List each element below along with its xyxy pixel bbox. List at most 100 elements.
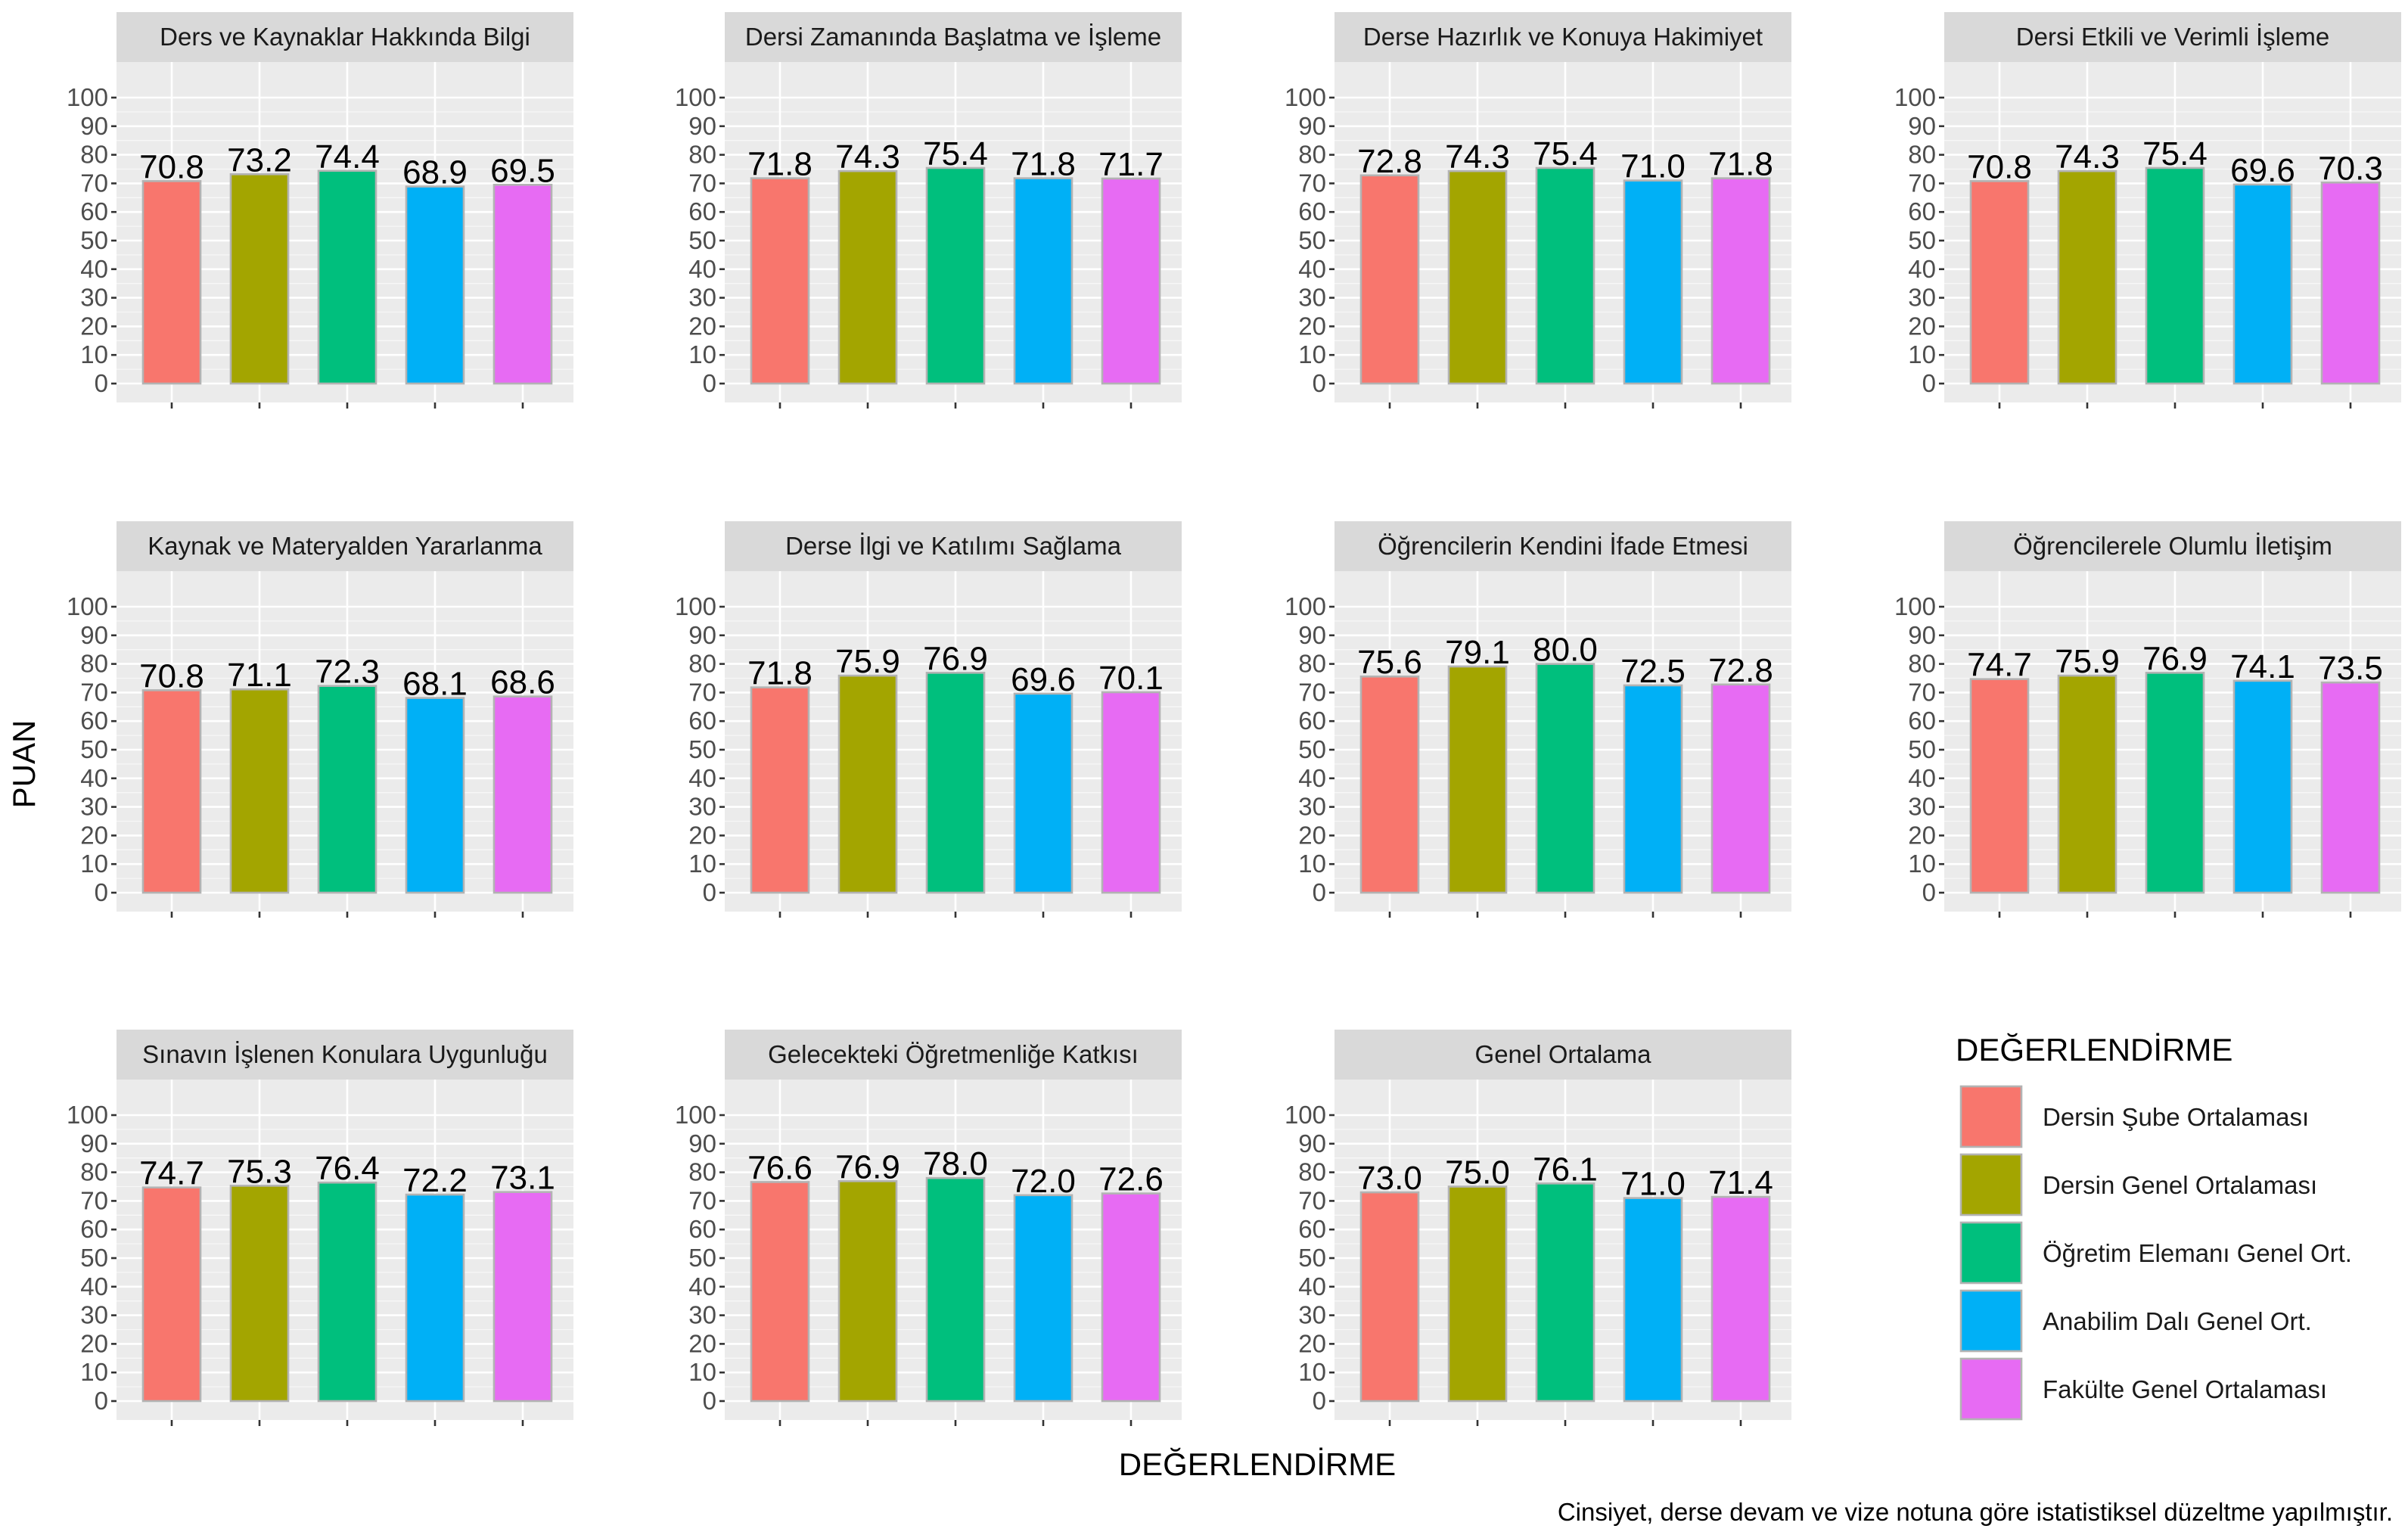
y-tick-label: 20: [688, 312, 716, 340]
data-label: 74.1: [2230, 648, 2295, 685]
bar: [1623, 684, 1683, 894]
y-tick-label: 30: [1298, 793, 1326, 821]
y-tick-label: 90: [1298, 112, 1326, 140]
facet-panel: Ders ve Kaynaklar Hakkında Bilgi 01020304…: [67, 12, 573, 409]
legend-label: Dersin Şube Ortalaması: [2043, 1103, 2309, 1131]
y-tick-label: 20: [1298, 821, 1326, 849]
y-tick-label: 30: [80, 1301, 108, 1329]
legend-label: Fakülte Genel Ortalaması: [2043, 1375, 2327, 1403]
bar: [405, 1193, 465, 1403]
y-tick-label: 40: [1298, 255, 1326, 283]
data-label: 68.1: [402, 666, 468, 703]
y-tick-label: 100: [675, 83, 716, 111]
legend-key: [1959, 1221, 2023, 1285]
data-label: 71.1: [227, 657, 292, 694]
y-tick-label: 80: [688, 141, 716, 169]
y-tick-label: 80: [1298, 141, 1326, 169]
y-tick-label: 70: [1298, 1186, 1326, 1214]
facet-strip: [1944, 521, 2401, 571]
bar: [492, 183, 553, 385]
bar: [837, 1180, 898, 1403]
facet-title: Öğrencilerin Kendini İfade Etmesi: [1378, 532, 1748, 560]
y-tick-label: 20: [1298, 312, 1326, 340]
y-tick-label: 30: [1908, 793, 1936, 821]
y-tick-label: 90: [1908, 112, 1936, 140]
facet-title: Genel Ortalama: [1475, 1040, 1652, 1068]
y-tick-label: 40: [1908, 255, 1936, 283]
facet-strip: [1334, 1030, 1791, 1080]
y-tick-label: 10: [688, 850, 716, 878]
data-label: 75.0: [1445, 1154, 1510, 1192]
y-tick-label: 80: [688, 650, 716, 678]
facet-title: Dersi Etkili ve Verimli İşleme: [2016, 23, 2329, 51]
y-tick-label: 30: [688, 284, 716, 312]
bar: [492, 1191, 553, 1403]
bar: [925, 672, 986, 894]
bar: [1969, 180, 2030, 385]
bar: [2145, 672, 2205, 894]
y-tick-label: 40: [80, 255, 108, 283]
facet-panel: Derse İlgi ve Katılımı Sağlama 0102030405…: [675, 521, 1182, 918]
data-label: 75.3: [227, 1153, 292, 1190]
legend-key: [1959, 1085, 2023, 1148]
facet-strip: [725, 12, 1182, 62]
data-label: 73.5: [2318, 650, 2383, 687]
y-tick-label: 20: [1908, 821, 1936, 849]
data-label: 70.8: [139, 657, 204, 694]
y-tick-label: 100: [67, 83, 108, 111]
data-label: 72.3: [315, 654, 380, 691]
bar: [1447, 665, 1508, 894]
y-tick-label: 10: [688, 340, 716, 368]
data-label: 76.4: [315, 1150, 380, 1187]
facet-strip: [1334, 12, 1791, 62]
data-label: 71.7: [1098, 146, 1164, 183]
bar: [1623, 179, 1683, 385]
bar: [1013, 177, 1074, 385]
data-label: 70.1: [1098, 660, 1164, 697]
y-tick-label: 10: [80, 850, 108, 878]
facet-strip: [725, 521, 1182, 571]
bar: [2232, 679, 2293, 894]
bar: [1101, 691, 1161, 894]
data-label: 80.0: [1533, 632, 1598, 669]
facet-strip: [725, 1030, 1182, 1080]
y-tick-label: 0: [1922, 878, 1936, 906]
bar: [1013, 692, 1074, 894]
y-tick-label: 0: [703, 369, 716, 397]
y-tick-label: 50: [688, 735, 716, 763]
bar: [1013, 1194, 1074, 1403]
y-tick-label: 0: [1313, 369, 1326, 397]
y-tick-label: 30: [1908, 284, 1936, 312]
y-tick-label: 40: [1298, 1272, 1326, 1300]
data-label: 72.6: [1098, 1161, 1164, 1198]
y-tick-label: 90: [688, 621, 716, 649]
bar: [1623, 1197, 1683, 1403]
y-tick-label: 70: [1298, 678, 1326, 706]
data-label: 75.4: [2142, 135, 2208, 172]
data-label: 73.0: [1357, 1160, 1422, 1197]
y-tick-label: 80: [80, 1158, 108, 1186]
y-tick-label: 80: [688, 1158, 716, 1186]
y-tick-label: 60: [1298, 1215, 1326, 1243]
bar: [1359, 675, 1420, 894]
facet-panel: Kaynak ve Materyalden Yararlanma 01020304…: [67, 521, 573, 918]
data-label: 69.5: [490, 152, 555, 189]
y-tick-label: 80: [1908, 650, 1936, 678]
y-tick-label: 50: [1298, 1244, 1326, 1272]
y-tick-label: 40: [688, 764, 716, 792]
y-tick-label: 90: [688, 1129, 716, 1157]
y-tick-label: 30: [1298, 284, 1326, 312]
bar: [1359, 174, 1420, 385]
data-label: 74.3: [1445, 138, 1510, 176]
y-tick-label: 80: [1298, 650, 1326, 678]
data-label: 74.7: [1967, 647, 2032, 684]
data-label: 71.0: [1620, 148, 1686, 185]
y-tick-label: 0: [1313, 1387, 1326, 1415]
y-tick-label: 60: [1908, 197, 1936, 225]
y-tick-label: 30: [688, 793, 716, 821]
data-label: 72.8: [1708, 652, 1773, 689]
y-tick-label: 10: [80, 1358, 108, 1386]
data-label: 71.0: [1620, 1166, 1686, 1203]
legend-label: Anabilim Dalı Genel Ort.: [2043, 1307, 2312, 1335]
